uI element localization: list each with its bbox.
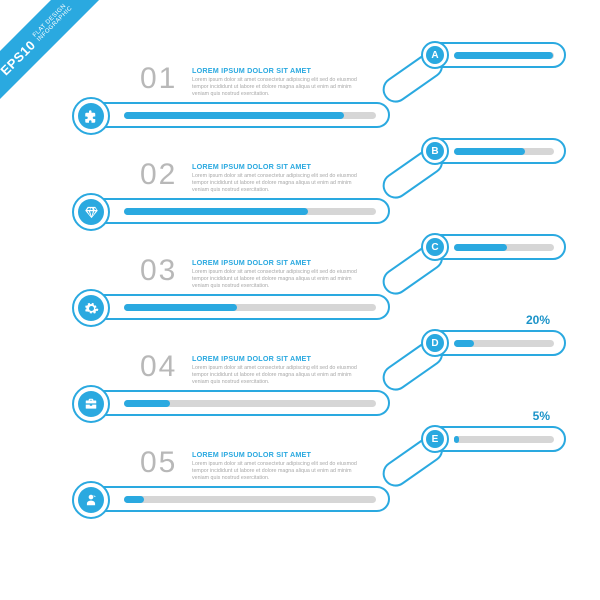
pill-percent: 53% (526, 217, 550, 231)
step-icon-ring (72, 385, 110, 423)
progress-bar-outer (80, 102, 390, 128)
progress-bar-outer (80, 198, 390, 224)
step-icon-ring (72, 289, 110, 327)
diamond-icon (78, 199, 104, 225)
progress-fill (124, 400, 170, 407)
step-text: LOREM IPSUM DOLOR SIT AMET Lorem ipsum do… (192, 258, 362, 290)
percent-pill: B71% (422, 138, 566, 164)
progress-fill (124, 496, 144, 503)
person-icon (78, 487, 104, 513)
briefcase-icon (78, 391, 104, 417)
pill-fill (454, 340, 474, 347)
pill-letter-ring: D (421, 329, 449, 357)
percent-pill: D20% (422, 330, 566, 356)
progress-fill (124, 304, 237, 311)
step-title: LOREM IPSUM DOLOR SIT AMET (192, 162, 362, 171)
step-title: LOREM IPSUM DOLOR SIT AMET (192, 258, 362, 267)
pill-letter: E (426, 430, 444, 448)
progress-bar-outer (80, 486, 390, 512)
progress-fill (124, 112, 344, 119)
progress-bar-outer (80, 390, 390, 416)
step-body: Lorem ipsum dolor sit amet consectetur a… (192, 365, 362, 386)
gear-icon (78, 295, 104, 321)
pill-fill (454, 244, 507, 251)
progress-bar-outer (80, 294, 390, 320)
step-number: 02 (140, 158, 177, 192)
step-icon-ring (72, 193, 110, 231)
step-title: LOREM IPSUM DOLOR SIT AMET (192, 66, 362, 75)
pill-percent: 5% (533, 409, 550, 423)
step-body: Lorem ipsum dolor sit amet consectetur a… (192, 461, 362, 482)
pill-fill (454, 148, 525, 155)
step-title: LOREM IPSUM DOLOR SIT AMET (192, 354, 362, 363)
pill-letter: D (426, 334, 444, 352)
infographic-row: 05 LOREM IPSUM DOLOR SIT AMET Lorem ipsum … (0, 444, 600, 540)
step-number: 04 (140, 350, 177, 384)
percent-pill: C53% (422, 234, 566, 260)
ribbon-small: FLAT DESIGN INFOGRAPHIC (32, 1, 74, 43)
percent-pill: A99% (422, 42, 566, 68)
step-title: LOREM IPSUM DOLOR SIT AMET (192, 450, 362, 459)
step-text: LOREM IPSUM DOLOR SIT AMET Lorem ipsum do… (192, 450, 362, 482)
step-icon-ring (72, 481, 110, 519)
pill-letter-ring: E (421, 425, 449, 453)
pill-fill (454, 52, 553, 59)
pill-letter-ring: C (421, 233, 449, 261)
step-body: Lorem ipsum dolor sit amet consectetur a… (192, 269, 362, 290)
progress-track (124, 496, 376, 503)
pill-letter-ring: A (421, 41, 449, 69)
pill-percent: 71% (526, 121, 550, 135)
pill-letter-ring: B (421, 137, 449, 165)
step-number: 03 (140, 254, 177, 288)
pill-percent: 20% (526, 313, 550, 327)
step-text: LOREM IPSUM DOLOR SIT AMET Lorem ipsum do… (192, 66, 362, 98)
pill-percent: 99% (526, 25, 550, 39)
percent-pill: E5% (422, 426, 566, 452)
pill-letter: C (426, 238, 444, 256)
progress-fill (124, 208, 308, 215)
pill-fill (454, 436, 459, 443)
pill-letter: B (426, 142, 444, 160)
step-number: 05 (140, 446, 177, 480)
step-body: Lorem ipsum dolor sit amet consectetur a… (192, 173, 362, 194)
step-text: LOREM IPSUM DOLOR SIT AMET Lorem ipsum do… (192, 354, 362, 386)
step-icon-ring (72, 97, 110, 135)
step-body: Lorem ipsum dolor sit amet consectetur a… (192, 77, 362, 98)
step-text: LOREM IPSUM DOLOR SIT AMET Lorem ipsum do… (192, 162, 362, 194)
pill-track (454, 436, 554, 443)
step-number: 01 (140, 62, 177, 96)
puzzle-icon (78, 103, 104, 129)
pill-letter: A (426, 46, 444, 64)
infographic-rows: 01 LOREM IPSUM DOLOR SIT AMET Lorem ipsum … (0, 60, 600, 540)
